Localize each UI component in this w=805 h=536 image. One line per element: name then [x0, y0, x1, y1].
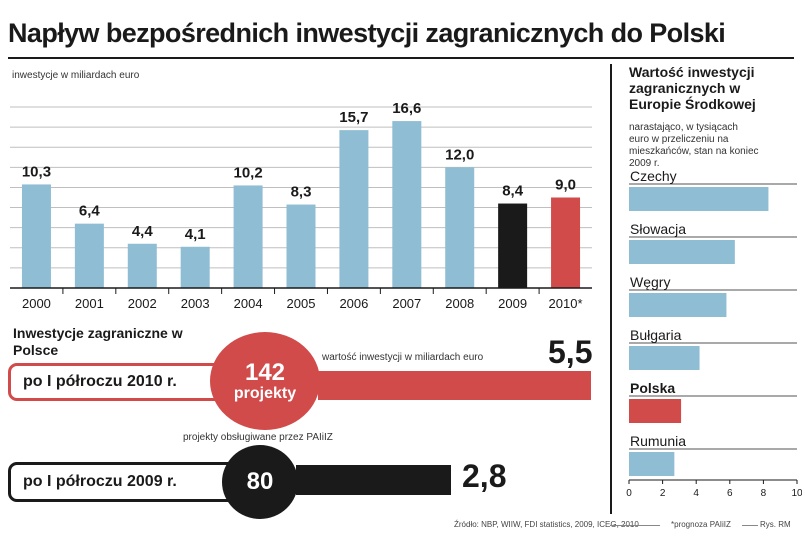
title-rule — [8, 57, 794, 59]
x-tick-label: 2004 — [234, 296, 263, 311]
projects-circle-2010: 142 projekty — [210, 332, 320, 430]
chart-title: Napływ bezpośrednich inwestycji zagranic… — [8, 18, 726, 48]
x-tick-label: 2007 — [392, 296, 421, 311]
country-label: Polska — [630, 380, 675, 396]
bar-value-label: 4,1 — [185, 226, 206, 243]
country-label: Słowacja — [630, 221, 686, 237]
value-bar-2009 — [296, 465, 451, 495]
x-tick-label: 6 — [727, 488, 733, 499]
bar-2000 — [21, 184, 51, 288]
bar-2007 — [392, 121, 422, 288]
country-bar — [629, 187, 769, 211]
projects-caption: projekty obsługiwane przez PAIiIZ — [183, 432, 333, 443]
projects-label-2010: projekty — [233, 384, 297, 402]
country-bar — [629, 240, 735, 264]
value-label-2010: 5,5 — [548, 334, 593, 370]
bar-value-label: 15,7 — [339, 109, 368, 126]
country-bar — [629, 399, 682, 423]
projects-count-2010: 142 — [244, 358, 286, 386]
x-tick-label: 2006 — [339, 296, 368, 311]
value-caption: wartość inwestycji w miliardach euro — [322, 352, 484, 363]
x-tick-label: 0 — [626, 488, 632, 499]
panel-subtitle: narastająco, w tysiącach euro w przelicz… — [629, 122, 759, 169]
panel-title: Wartość inwestycji zagranicznych w Europ… — [629, 64, 756, 112]
bar-2006 — [339, 130, 369, 288]
bar-value-label: 10,2 — [233, 164, 262, 181]
credit-note: Rys. RM — [760, 520, 791, 529]
period-label-2010: po I półroczu 2010 r. — [23, 373, 177, 390]
footer-rule — [610, 525, 660, 526]
period-pill-2010: po I półroczu 2010 r. — [8, 363, 228, 401]
bar-value-label: 8,4 — [502, 183, 524, 200]
footer-rule — [742, 525, 758, 526]
x-tick-label: 2002 — [128, 296, 157, 311]
bar-value-label: 6,4 — [79, 203, 101, 220]
country-label: Węgry — [630, 274, 670, 290]
bar-value-label: 10,3 — [22, 163, 51, 180]
panel-divider — [610, 64, 612, 514]
bar-2004 — [233, 185, 263, 288]
projects-circle-2009: 80 — [222, 445, 298, 519]
source-note: Źródło: NBP, WIIW, FDI statistics, 2009,… — [454, 520, 639, 529]
value-label-2009: 2,8 — [462, 458, 507, 494]
x-tick-label: 2000 — [22, 296, 51, 311]
bar-chart-unit-label: inwestycje w miliardach euro — [12, 70, 140, 81]
country-bar — [629, 452, 675, 476]
value-bar-2010 — [318, 371, 591, 400]
x-tick-label: 2005 — [287, 296, 316, 311]
x-tick-label: 2008 — [445, 296, 474, 311]
country-label: Rumunia — [630, 433, 686, 449]
projects-count-2009: 80 — [246, 468, 274, 495]
bar-value-label: 9,0 — [555, 177, 576, 194]
forecast-footnote: *prognoza PAIiIZ — [671, 520, 731, 529]
bar-2001 — [74, 223, 104, 288]
bar-2005 — [286, 204, 316, 288]
bar-value-label: 4,4 — [132, 223, 154, 240]
period-pill-2009: po I półroczu 2009 r. — [8, 462, 238, 502]
bar-2002 — [127, 243, 157, 288]
country-label: Czechy — [630, 168, 677, 184]
x-tick-label: 2 — [660, 488, 666, 499]
bar-2010* — [551, 197, 581, 288]
x-tick-label: 2009 — [498, 296, 527, 311]
poland-section-title: Inwestycje zagraniczne w Polsce — [13, 325, 183, 358]
x-tick-label: 8 — [761, 488, 767, 499]
x-tick-label: 2010* — [549, 296, 583, 311]
country-bar — [629, 346, 700, 370]
central-europe-bar-chart: Czechy Słowacja Węgry Bułgaria Polska Rumunia… — [626, 168, 802, 499]
country-label: Bułgaria — [630, 327, 682, 343]
bar-value-label: 12,0 — [445, 146, 474, 163]
period-label-2009: po I półroczu 2009 r. — [23, 473, 177, 490]
bar-value-label: 8,3 — [291, 184, 312, 201]
bar-value-label: 16,6 — [392, 100, 421, 117]
x-tick-label: 2001 — [75, 296, 104, 311]
x-tick-label: 4 — [693, 488, 699, 499]
bar-2003 — [180, 246, 210, 288]
x-tick-label: 10 — [791, 488, 802, 499]
x-tick-label: 2003 — [181, 296, 210, 311]
annual-fdi-bar-chart: 10,3 2000 6,4 2001 4,4 2002 4,1 2003 10,2 2004 8,3… — [10, 100, 592, 311]
bar-2009 — [498, 203, 528, 288]
country-bar — [629, 293, 727, 317]
bar-2008 — [445, 167, 475, 288]
